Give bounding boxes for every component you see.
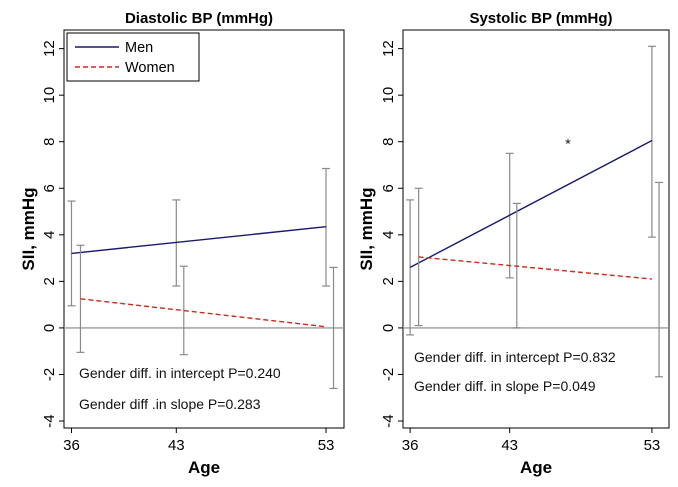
panel-1-y-tick-label: 2 <box>41 277 58 285</box>
panel-2-title: Systolic BP (mmHg) <box>469 10 612 27</box>
panel-1-line-women <box>80 298 327 328</box>
panel-1-annotation-2: Gender diff .in slope P=0.283 <box>79 396 261 412</box>
panel-2-significance-marker: * <box>565 136 571 152</box>
panel-1-y-tick-label: 12 <box>41 40 58 57</box>
panel-2-y-tick-label: 2 <box>380 277 397 285</box>
panel-2-y-tick-label: 10 <box>380 87 397 104</box>
panel-1-x-tick-label: 36 <box>63 437 80 454</box>
panel-1-line-men <box>71 225 327 255</box>
panel-2-x-tick-label: 53 <box>644 437 661 454</box>
panel-2-line-women <box>418 256 652 280</box>
panel-1-y-tick-label: 4 <box>41 231 58 239</box>
panel-1-y-tick-label: 8 <box>41 138 58 146</box>
panel-1-y-tick-label: 0 <box>41 324 58 332</box>
panel-2-y-tick-label: -4 <box>380 414 397 427</box>
panel-1-plot-frame <box>63 29 345 429</box>
panel-2-y-tick-label: 0 <box>380 324 397 332</box>
panel-2-plot-frame <box>402 29 670 429</box>
panel-2-y-axis-title: SII, mmHg <box>357 187 376 270</box>
panel-1-y-tick-label: 10 <box>41 87 58 104</box>
legend-label-men: Men <box>125 40 153 56</box>
panel-2-y-tick-label: -2 <box>380 368 397 381</box>
panel-2-line-men <box>409 139 653 269</box>
panel-2-y-tick-label: 6 <box>380 184 397 192</box>
panel-2-y-tick-label: 8 <box>380 138 397 146</box>
panel-1-title: Diastolic BP (mmHg) <box>125 10 273 27</box>
panel-1-x-axis-title: Age <box>188 458 220 477</box>
panel-1-annotation-1: Gender diff. in intercept P=0.240 <box>79 365 281 381</box>
panel-2-x-tick-label: 43 <box>501 437 518 454</box>
panel-1-y-tick-label: -2 <box>41 368 58 381</box>
legend-box <box>66 32 200 82</box>
panel-1-y-axis-title: SII, mmHg <box>19 187 38 270</box>
panel-1-y-tick-label: 6 <box>41 184 58 192</box>
panel-2-y-tick-label: 12 <box>380 40 397 57</box>
panel-2-x-axis-title: Age <box>520 458 552 477</box>
panel-2-annotation-2: Gender diff. in slope P=0.049 <box>414 378 596 394</box>
panel-2-annotation-1: Gender diff. in intercept P=0.832 <box>414 349 616 365</box>
panel-1-x-tick-label: 43 <box>168 437 185 454</box>
panel-2-x-tick-label: 36 <box>402 437 419 454</box>
panel-2-y-tick-label: 4 <box>380 231 397 239</box>
panel-1-x-tick-label: 53 <box>318 437 335 454</box>
panel-1-y-tick-label: -4 <box>41 414 58 427</box>
legend-label-women: Women <box>125 60 175 76</box>
